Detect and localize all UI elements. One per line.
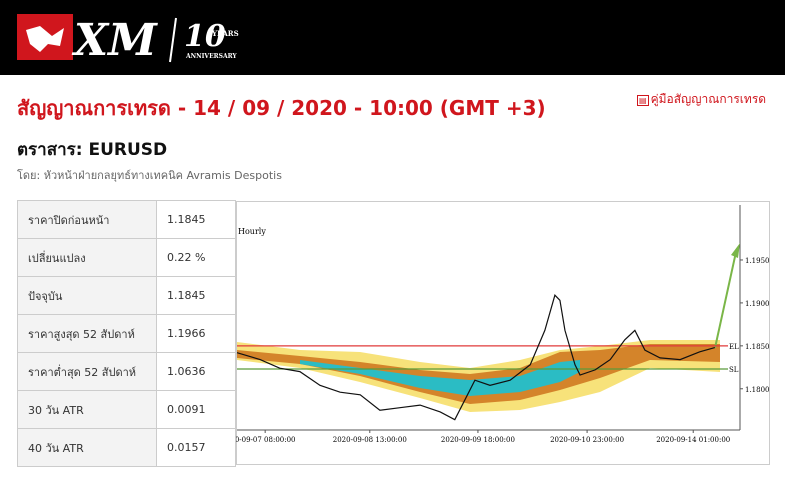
x-tick-label: 2020-09-14 01:00:00 bbox=[656, 436, 730, 444]
stat-value: 1.1966 bbox=[156, 314, 236, 353]
table-row: ราคาต่ำสุด 52 สัปดาห์ 1.0636 bbox=[17, 352, 236, 391]
header: XM 10 YEARS ANNIVERSARY bbox=[0, 0, 785, 75]
stat-label: ปัจจุบัน bbox=[17, 276, 157, 315]
table-row: ปัจจุบัน 1.1845 bbox=[17, 276, 236, 315]
chart: Hourly 1.1950 1.1900 1.1850 1.1800 0-09-07 0… bbox=[236, 201, 770, 465]
x-tick-label: 2020-09-10 23:00:00 bbox=[550, 436, 624, 444]
chart-frame bbox=[236, 201, 770, 465]
instrument: ตราสาร: EURUSD bbox=[17, 140, 168, 160]
chart-subtitle: Hourly bbox=[238, 227, 266, 236]
table-row: 40 วัน ATR 0.0157 bbox=[17, 428, 236, 467]
mid-band bbox=[237, 344, 720, 404]
stat-label: ราคาปิดก่อนหน้า bbox=[17, 200, 157, 239]
author: โดย: หัวหน้าฝ่ายกลยุทธ์ทางเทคนิค Avramis… bbox=[17, 169, 282, 182]
logo-brand: XM bbox=[71, 15, 158, 66]
guide-link-text[interactable]: คู่มือสัญญาณการเทรด bbox=[650, 92, 767, 106]
table-row: 30 วัน ATR 0.0091 bbox=[17, 390, 236, 429]
stats-table: ราคาปิดก่อนหน้า 1.1845 เปลี่ยนแปลง 0.22 % ปั… bbox=[17, 200, 236, 467]
inner-band bbox=[300, 360, 580, 396]
bands bbox=[237, 340, 720, 412]
arrow-head bbox=[731, 243, 740, 258]
logo-bull bbox=[26, 26, 64, 52]
stat-label: ราคาสูงสุด 52 สัปดาห์ bbox=[17, 314, 157, 353]
pdf-icon: ▤ bbox=[637, 95, 649, 106]
stat-value: 0.0157 bbox=[156, 428, 236, 467]
x-tick-label: 2020-09-08 13:00:00 bbox=[333, 436, 407, 444]
level-label: SL bbox=[729, 366, 739, 374]
stat-label: 40 วัน ATR bbox=[17, 428, 157, 467]
logo-years: YEARS bbox=[211, 29, 239, 38]
guide-link[interactable]: ▤ คู่มือสัญญาณการเทรด bbox=[637, 90, 766, 109]
table-row: ราคาปิดก่อนหน้า 1.1845 bbox=[17, 200, 236, 239]
y-tick-label: 1.1950 bbox=[745, 257, 770, 265]
y-tick-label: 1.1900 bbox=[745, 300, 770, 308]
y-tick-label: 1.1850 bbox=[745, 343, 770, 351]
target-arrow bbox=[714, 251, 737, 349]
table-row: เปลี่ยนแปลง 0.22 % bbox=[17, 238, 236, 277]
stat-value: 0.22 % bbox=[156, 238, 236, 277]
x-tick-label: 0-09-07 08:00:00 bbox=[236, 436, 296, 444]
table-row: ราคาสูงสุด 52 สัปดาห์ 1.1966 bbox=[17, 314, 236, 353]
stat-value: 1.1845 bbox=[156, 200, 236, 239]
logo-divider bbox=[169, 17, 177, 63]
logo-anniversary: ANNIVERSARY bbox=[185, 53, 237, 60]
stat-label: เปลี่ยนแปลง bbox=[17, 238, 157, 277]
stat-label: 30 วัน ATR bbox=[17, 390, 157, 429]
page-title: สัญญาณการเทรด - 14 / 09 / 2020 - 10:00 (… bbox=[17, 96, 546, 120]
logo-number: 10 bbox=[184, 19, 226, 54]
level-label: EL bbox=[729, 343, 739, 351]
x-tick-label: 2020-09-09 18:00:00 bbox=[441, 436, 515, 444]
stat-value: 0.0091 bbox=[156, 390, 236, 429]
stat-label: ราคาต่ำสุด 52 สัปดาห์ bbox=[17, 352, 157, 391]
y-tick-label: 1.1800 bbox=[745, 386, 770, 394]
price-line bbox=[236, 294, 716, 421]
stat-value: 1.0636 bbox=[156, 352, 236, 391]
logo[interactable]: XM 10 YEARS ANNIVERSARY bbox=[0, 0, 260, 75]
stat-value: 1.1845 bbox=[156, 276, 236, 315]
